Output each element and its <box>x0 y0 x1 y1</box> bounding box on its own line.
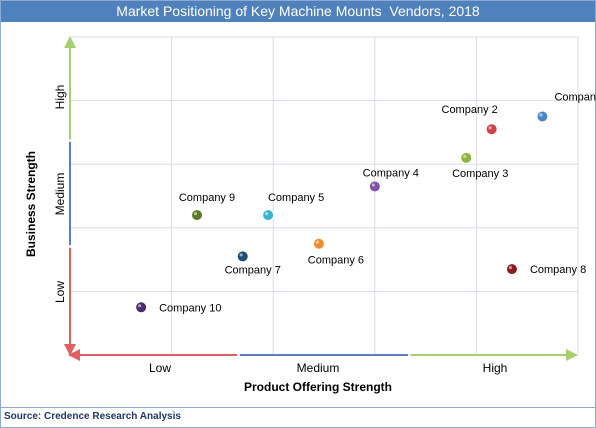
point-label: Company 8 <box>530 264 586 276</box>
x-axis-arrowhead-right <box>566 349 578 361</box>
x-axis-title: Product Offering Strength <box>244 380 392 394</box>
source-divider <box>1 407 595 408</box>
point-label: Company 7 <box>225 264 281 276</box>
point-highlight <box>463 154 467 158</box>
chart-title: Market Positioning of Key Machine Mounts… <box>1 1 595 22</box>
data-point: Company 3 <box>452 151 508 180</box>
point-label: Company 1 <box>554 92 596 104</box>
point-marker <box>191 209 203 222</box>
y-tick-label: Medium <box>53 173 67 216</box>
x-tick-label: Medium <box>297 361 340 375</box>
point-marker <box>368 180 381 193</box>
y-axis-arrowhead-bottom <box>64 344 76 356</box>
point-marker <box>312 237 325 250</box>
point-highlight <box>315 240 320 244</box>
point-marker <box>460 151 473 164</box>
point-marker <box>135 301 148 314</box>
data-point: Company 10 <box>135 301 221 314</box>
x-axis-arrowhead-left <box>68 349 80 361</box>
y-axis-arrowhead-top <box>64 36 76 48</box>
data-point: Company 8 <box>505 263 586 276</box>
data-point: Company 5 <box>262 192 324 222</box>
chart-tick-labels: Low Medium High Low Medium High <box>53 85 507 375</box>
data-point: Company 2 <box>442 104 498 136</box>
point-label: Company 4 <box>363 167 419 179</box>
point-label: Company 10 <box>159 302 221 314</box>
chart-axis-arrows <box>64 36 578 361</box>
point-marker <box>262 209 275 222</box>
data-point: Company 1 <box>536 92 596 123</box>
y-axis-title: Business Strength <box>24 151 38 257</box>
point-highlight <box>539 113 543 117</box>
point-highlight <box>508 266 513 270</box>
point-marker <box>536 110 549 123</box>
data-point: Company 4 <box>363 167 419 193</box>
point-highlight <box>138 304 142 308</box>
point-marker <box>505 263 518 276</box>
data-point: Company 9 <box>179 192 235 222</box>
point-label: Company 5 <box>268 192 324 204</box>
y-tick-label: Low <box>53 281 67 303</box>
x-tick-label: Low <box>149 361 171 375</box>
data-point: Company 7 <box>225 250 281 276</box>
point-label: Company 9 <box>179 192 235 204</box>
point-marker <box>485 123 498 136</box>
point-highlight <box>488 126 492 130</box>
point-highlight <box>265 211 269 216</box>
point-label: Company 3 <box>452 168 508 180</box>
point-highlight <box>193 211 198 216</box>
chart-points: Company 1 Company 2 Company 3 Company 4 Comp… <box>135 92 596 314</box>
x-tick-label: High <box>483 361 508 375</box>
point-highlight <box>371 183 375 187</box>
point-label: Company 6 <box>308 255 364 267</box>
point-marker <box>236 250 249 263</box>
point-label: Company 2 <box>442 104 498 116</box>
data-point: Company 6 <box>308 237 364 267</box>
point-highlight <box>239 253 243 257</box>
source-note: Source: Credence Research Analysis <box>4 411 181 422</box>
y-tick-label: High <box>53 85 67 110</box>
